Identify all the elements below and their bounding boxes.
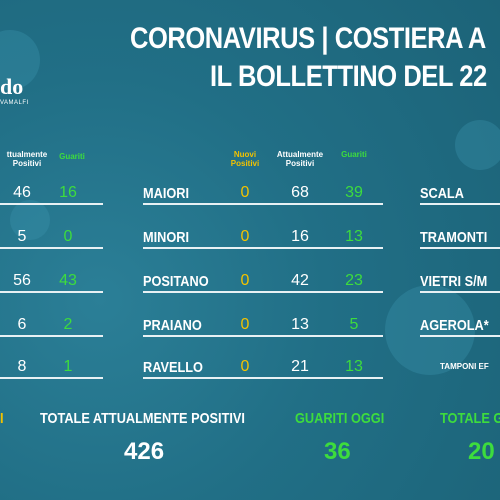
nuovi-positivi-value: 0 bbox=[240, 358, 250, 375]
comune-name: TRAMONTI bbox=[420, 229, 488, 246]
left-attualmente-header: ttualmente Positivi bbox=[6, 150, 48, 168]
attualmente-positivi-value: 68 bbox=[291, 184, 309, 201]
row-divider bbox=[143, 247, 383, 249]
attualmente-positivi-value: 42 bbox=[291, 272, 309, 289]
row-divider bbox=[0, 377, 103, 379]
guariti-value: 5 bbox=[349, 316, 359, 333]
title-line-1: CORONAVIRUS | COSTIERA A bbox=[130, 22, 486, 55]
nuovi-positivi-value: 0 bbox=[240, 316, 250, 333]
attualmente-positivi-header: Attualmente Positivi bbox=[276, 150, 324, 168]
left-attualmente-value: 56 bbox=[13, 272, 31, 289]
guariti-value: 13 bbox=[345, 358, 363, 375]
title-line-2: IL BOLLETTINO DEL 22 bbox=[210, 60, 487, 93]
nuovi-positivi-value: 0 bbox=[240, 272, 250, 289]
virus-decoration bbox=[455, 120, 500, 170]
comune-name: MAIORI bbox=[143, 185, 190, 202]
row-divider bbox=[0, 291, 103, 293]
row-divider bbox=[420, 335, 500, 337]
attualmente-positivi-value: 16 bbox=[291, 228, 309, 245]
row-divider bbox=[420, 203, 500, 205]
comune-name: PRAIANO bbox=[143, 317, 202, 334]
logo-subtitle: VAMALFI bbox=[0, 100, 29, 106]
left-attualmente-value: 5 bbox=[17, 228, 27, 245]
left-guariti-header: Guariti bbox=[59, 152, 85, 161]
comune-name: MINORI bbox=[143, 229, 190, 246]
row-divider bbox=[143, 377, 383, 379]
tamponi-note: TAMPONI EF bbox=[440, 362, 489, 371]
attualmente-positivi-value: 21 bbox=[291, 358, 309, 375]
nuovi-positivi-header: Nuovi Positivi bbox=[230, 150, 260, 168]
guariti-value: 23 bbox=[345, 272, 363, 289]
guariti-value: 13 bbox=[345, 228, 363, 245]
comune-name: POSITANO bbox=[143, 273, 209, 290]
left-attualmente-value: 6 bbox=[17, 316, 27, 333]
guariti-oggi-value: 36 bbox=[324, 438, 351, 465]
row-divider bbox=[0, 335, 103, 337]
row-divider bbox=[420, 247, 500, 249]
comune-name: AGEROLA* bbox=[420, 317, 489, 334]
left-guariti-value: 0 bbox=[63, 228, 73, 245]
row-divider bbox=[420, 291, 500, 293]
nuovi-positivi-value: 0 bbox=[240, 228, 250, 245]
virus-decoration bbox=[10, 200, 50, 240]
left-total-fragment: I bbox=[0, 410, 4, 427]
left-guariti-value: 16 bbox=[59, 184, 77, 201]
comune-name: VIETRI S/M bbox=[420, 273, 488, 290]
left-guariti-value: 2 bbox=[63, 316, 73, 333]
virus-decoration bbox=[385, 285, 475, 375]
totale-guariti-label: TOTALE G bbox=[440, 410, 500, 427]
left-attualmente-value: 8 bbox=[17, 358, 27, 375]
comune-name: SCALA bbox=[420, 185, 464, 202]
guariti-oggi-label: GUARITI OGGI bbox=[295, 410, 385, 427]
row-divider bbox=[143, 291, 383, 293]
totale-attualmente-value: 426 bbox=[124, 438, 165, 465]
nuovi-positivi-value: 0 bbox=[240, 184, 250, 201]
attualmente-positivi-value: 13 bbox=[291, 316, 309, 333]
guariti-header: Guariti bbox=[341, 150, 367, 159]
left-guariti-value: 43 bbox=[59, 272, 77, 289]
logo: do bbox=[0, 74, 24, 99]
guariti-value: 39 bbox=[345, 184, 363, 201]
left-attualmente-value: 46 bbox=[13, 184, 31, 201]
row-divider bbox=[0, 203, 103, 205]
totale-guariti-value: 20 bbox=[468, 438, 495, 465]
comune-name: RAVELLO bbox=[143, 359, 203, 376]
row-divider bbox=[143, 335, 383, 337]
left-guariti-value: 1 bbox=[63, 358, 73, 375]
totale-attualmente-label: TOTALE ATTUALMENTE POSITIVI bbox=[40, 410, 245, 427]
row-divider bbox=[0, 247, 103, 249]
row-divider bbox=[143, 203, 383, 205]
